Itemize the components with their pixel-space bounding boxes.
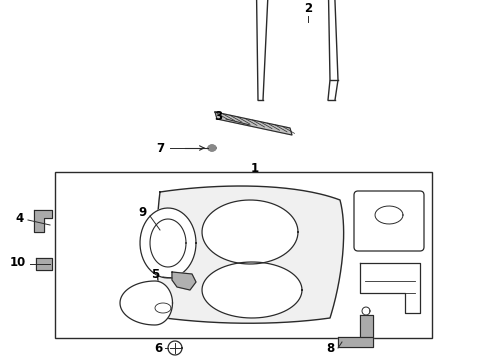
Polygon shape [338,337,373,347]
Polygon shape [120,281,172,325]
Polygon shape [140,208,196,278]
Polygon shape [168,341,182,355]
Polygon shape [157,186,343,323]
Polygon shape [202,200,298,264]
Polygon shape [360,315,373,337]
Text: 4: 4 [16,211,24,225]
Polygon shape [34,210,52,232]
Text: 3: 3 [214,111,222,123]
Text: 5: 5 [151,269,159,282]
Text: 7: 7 [156,141,164,154]
Polygon shape [360,263,420,313]
Polygon shape [202,262,302,318]
Bar [55,172,432,338]
Text: 10: 10 [10,256,26,269]
Polygon shape [172,272,196,290]
Text: 9: 9 [138,207,146,220]
Polygon shape [208,145,216,151]
Text: 6: 6 [154,342,162,355]
Polygon shape [215,112,292,135]
Polygon shape [36,258,52,270]
Text: 2: 2 [304,3,312,15]
Text: 1: 1 [251,162,259,175]
Text: 8: 8 [326,342,334,355]
FancyBboxPatch shape [354,191,424,251]
